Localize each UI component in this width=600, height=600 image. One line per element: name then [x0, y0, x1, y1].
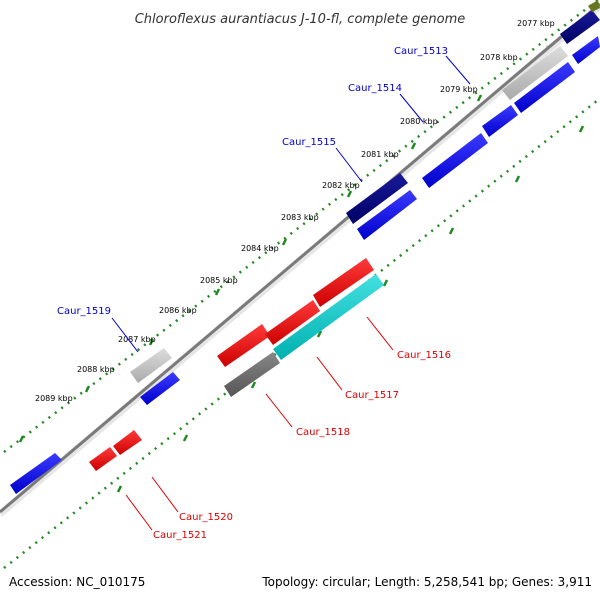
map-title: Chloroflexus aurantiacus J-10-fl, comple…: [135, 12, 466, 27]
accession-text: Accession: NC_010175: [9, 575, 145, 589]
kbp-label: 2085 kbp: [200, 276, 238, 285]
gene-label: Caur_1514: [348, 83, 402, 94]
kbp-label: 2089 kbp: [35, 394, 73, 403]
gene-label: Caur_1516: [397, 350, 451, 361]
gene-arrow: [140, 372, 180, 405]
genome-summary-text: Topology: circular; Length: 5,258,541 bp…: [261, 575, 592, 589]
kbp-label: 2082 kbp: [322, 181, 360, 190]
kbp-label: 2088 kbp: [77, 365, 115, 374]
gene-arrow-caur1521: [89, 447, 117, 471]
genome-backbone-shadow: [0, 3, 600, 517]
gene-label: Caur_1515: [282, 137, 336, 148]
gene-arrow-caur1516: [313, 258, 374, 307]
reverse-genes: [89, 258, 384, 471]
gene-arrow-caur1515: [346, 173, 408, 224]
genome-backbone: [0, 2, 600, 514]
gene-label: Caur_1517: [345, 390, 399, 401]
gene-label: Caur_1520: [179, 512, 233, 523]
kbp-label: 2077 kbp: [517, 19, 555, 28]
kbp-label: 2078 kbp: [480, 53, 518, 62]
gene-arrow: [357, 190, 417, 240]
gene-arrow: [572, 36, 600, 64]
kbp-ticks: [18, 45, 585, 493]
gene-arrow-caur1513: [560, 10, 600, 44]
outer-tick-rail: [3, 0, 599, 453]
leader-lines: [111, 55, 471, 531]
gene-label: Caur_1519: [57, 306, 111, 317]
gene-arrow-pseudo: [130, 348, 172, 383]
gene-label: Caur_1521: [153, 530, 207, 541]
kbp-label: 2087 kbp: [118, 335, 156, 344]
gene-arrow: [422, 133, 488, 188]
forward-genes: [10, 0, 600, 494]
kbp-label: 2083 kbp: [281, 213, 319, 222]
kbp-label: 2086 kbp: [159, 306, 197, 315]
gene-arrow: [10, 453, 62, 494]
gene-label: Caur_1513: [394, 46, 448, 57]
gene-arrow-caur1518: [224, 352, 280, 397]
gene-arrow-caur1520: [113, 430, 142, 455]
gene-label: Caur_1518: [296, 427, 350, 438]
kbp-label: 2080 kbp: [400, 117, 438, 126]
kbp-label: 2079 kbp: [440, 85, 478, 94]
gene-arrow-olive: [588, 0, 600, 12]
gene-arrow: [265, 300, 320, 345]
gene-arrow: [217, 324, 270, 367]
gene-arrow-caur1517: [273, 274, 384, 360]
gene-arrow: [514, 62, 575, 113]
gene-arrow-pseudo: [502, 46, 568, 100]
kbp-label: 2081 kbp: [361, 150, 399, 159]
gene-arrow-caur1514: [482, 105, 518, 137]
kbp-label: 2084 kbp: [241, 244, 279, 253]
